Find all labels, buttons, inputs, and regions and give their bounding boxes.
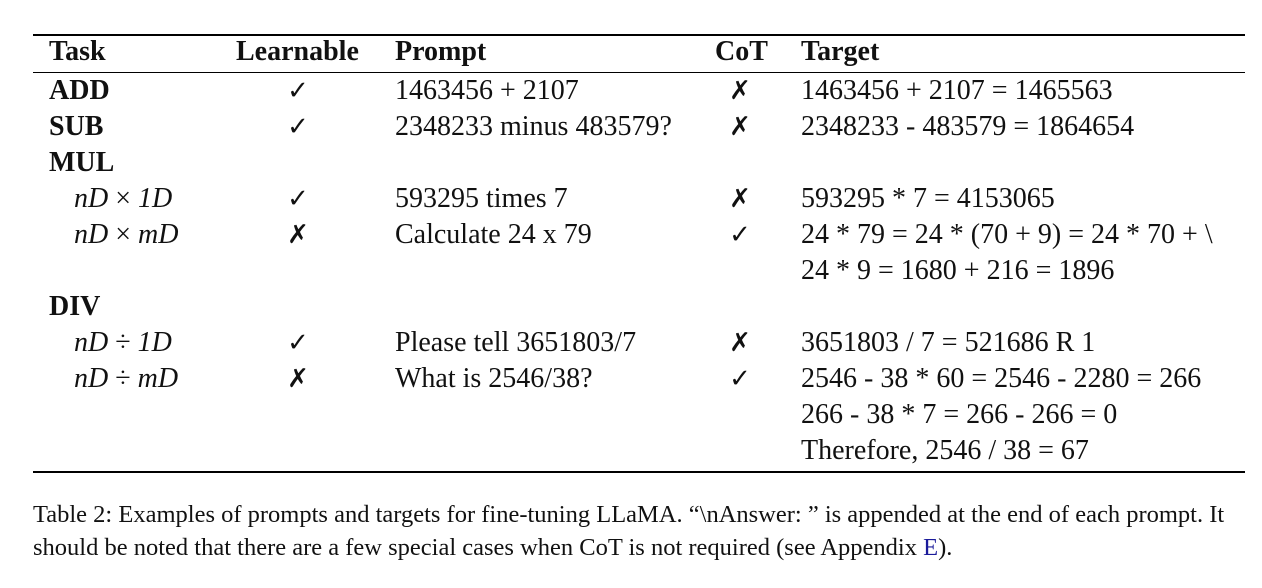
learnable-cross-icon: ✗ (287, 364, 309, 394)
caption-text-end: ). (938, 534, 953, 561)
task-math-label: nD ÷ 1D (74, 327, 172, 358)
table-header-row: Task Learnable Prompt CoT Target (0, 34, 1262, 70)
table-row-sub: SUB ✓ 2348233 minus 483579? ✗ 2348233 - … (0, 109, 1262, 145)
table-row-div-group: DIV (0, 289, 1262, 325)
target-text: 266 - 38 * 7 = 266 - 266 = 0 (801, 399, 1118, 430)
header-cot: CoT (715, 36, 768, 67)
task-group-label: MUL (49, 147, 115, 178)
cot-check-icon: ✓ (729, 364, 751, 394)
task-math-label: nD × mD (74, 219, 179, 250)
target-text: 2348233 - 483579 = 1864654 (801, 111, 1135, 142)
table-row-mul-nd-md-cont: 24 * 9 = 1680 + 216 = 1896 (0, 253, 1262, 289)
target-text: 24 * 79 = 24 * (70 + 9) = 24 * 70 + \ (801, 219, 1213, 250)
task-math-label: nD ÷ mD (74, 363, 179, 394)
table-header-rule (33, 72, 1245, 73)
target-text: 24 * 9 = 1680 + 216 = 1896 (801, 255, 1115, 286)
task-label: SUB (49, 111, 104, 142)
cot-cross-icon: ✗ (729, 76, 751, 106)
table-row-div-nd-md-cont-2: Therefore, 2546 / 38 = 67 (0, 433, 1262, 469)
table-row-div-nd-1d: nD ÷ 1D ✓ Please tell 3651803/7 ✗ 365180… (0, 325, 1262, 361)
cot-cross-icon: ✗ (729, 112, 751, 142)
cot-cross-icon: ✗ (729, 328, 751, 358)
header-target: Target (801, 36, 880, 67)
learnable-check-icon: ✓ (287, 184, 309, 214)
table-row-mul-nd-1d: nD × 1D ✓ 593295 times 7 ✗ 593295 * 7 = … (0, 181, 1262, 217)
table-caption: Table 2: Examples of prompts and targets… (33, 498, 1248, 564)
cot-cross-icon: ✗ (729, 184, 751, 214)
table-row-div-nd-md: nD ÷ mD ✗ What is 2546/38? ✓ 2546 - 38 *… (0, 361, 1262, 397)
task-math-label: nD × 1D (74, 183, 173, 214)
target-text: 593295 * 7 = 4153065 (801, 183, 1055, 214)
header-task: Task (49, 36, 106, 67)
caption-text: Table 2: Examples of prompts and targets… (33, 501, 1225, 561)
table-row-mul-nd-md: nD × mD ✗ Calculate 24 x 79 ✓ 24 * 79 = … (0, 217, 1262, 253)
table-top-rule (33, 34, 1245, 36)
prompt-text: Calculate 24 x 79 (395, 219, 592, 250)
header-prompt: Prompt (395, 36, 487, 67)
prompt-text: What is 2546/38? (395, 363, 593, 394)
target-text: 3651803 / 7 = 521686 R 1 (801, 327, 1096, 358)
cot-check-icon: ✓ (729, 220, 751, 250)
table-bottom-rule (33, 471, 1245, 473)
prompt-text: 593295 times 7 (395, 183, 568, 214)
learnable-cross-icon: ✗ (287, 220, 309, 250)
prompt-text: 2348233 minus 483579? (395, 111, 672, 142)
learnable-check-icon: ✓ (287, 76, 309, 106)
prompt-text: 1463456 + 2107 (395, 75, 579, 106)
table-row-mul-group: MUL (0, 145, 1262, 181)
task-label: ADD (49, 75, 110, 106)
header-learnable: Learnable (236, 36, 359, 67)
learnable-check-icon: ✓ (287, 328, 309, 358)
target-text: Therefore, 2546 / 38 = 67 (801, 435, 1089, 466)
prompt-text: Please tell 3651803/7 (395, 327, 637, 358)
table-row-add: ADD ✓ 1463456 + 2107 ✗ 1463456 + 2107 = … (0, 73, 1262, 109)
learnable-check-icon: ✓ (287, 112, 309, 142)
task-group-label: DIV (49, 291, 101, 322)
appendix-link[interactable]: E (923, 534, 939, 561)
table-row-div-nd-md-cont-1: 266 - 38 * 7 = 266 - 266 = 0 (0, 397, 1262, 433)
target-text: 1463456 + 2107 = 1465563 (801, 75, 1113, 106)
target-text: 2546 - 38 * 60 = 2546 - 2280 = 266 (801, 363, 1202, 394)
